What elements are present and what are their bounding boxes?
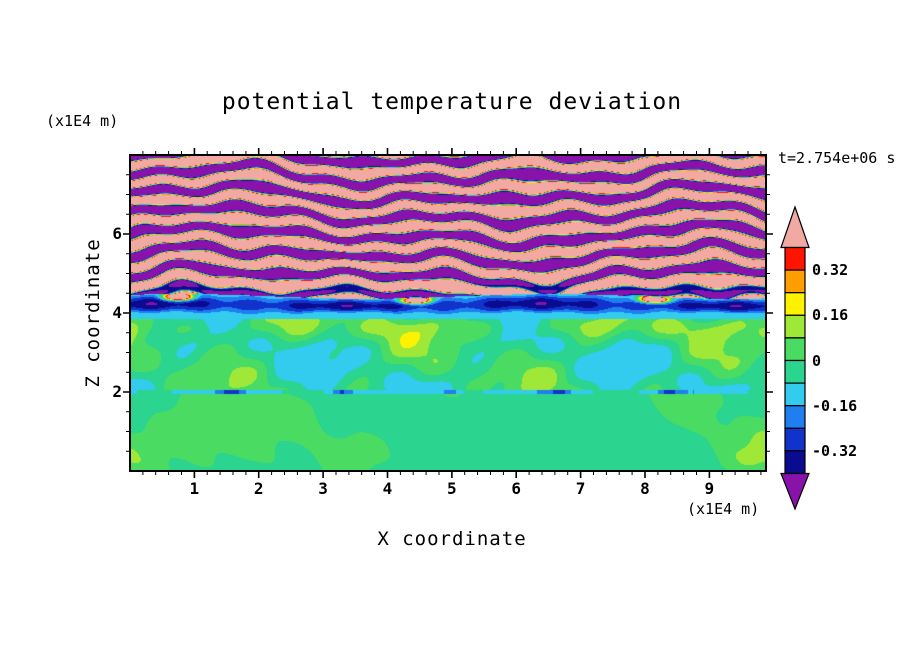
x-axis-unit-label: (x1E4 m) (687, 500, 760, 518)
x-tick-label: 6 (511, 479, 522, 498)
chart-title: potential temperature deviation (221, 89, 683, 115)
x-tick-label: 9 (704, 479, 715, 498)
colorbar-under-arrow (780, 472, 810, 511)
colorbar-tick-label: 0.32 (812, 261, 849, 280)
contour-field-plot (130, 155, 766, 471)
x-tick-label: 3 (318, 479, 328, 498)
x-axis-title: X coordinate (377, 528, 527, 550)
timestamp-label: t=2.754e+06 s (778, 149, 896, 167)
x-tick-label: 4 (382, 479, 393, 498)
colorbar-tick-label: -0.16 (812, 396, 858, 415)
plot-frame (129, 154, 767, 472)
minor-ticks (126, 151, 770, 475)
colorbar (780, 205, 810, 511)
z-tick-label: 4 (112, 303, 122, 322)
colorbar-tick-label: 0.16 (812, 306, 849, 325)
colorbar-tick-label: 0 (812, 351, 822, 370)
x-tick-label: 7 (575, 479, 586, 498)
x-tick-label: 2 (253, 479, 264, 498)
z-tick-label: 2 (112, 382, 122, 401)
x-tick-label: 5 (447, 479, 457, 498)
z-tick-label: 6 (112, 224, 122, 243)
colorbar-tick-label: -0.32 (812, 441, 858, 460)
major-ticks (123, 148, 773, 478)
z-axis-unit-label: (x1E4 m) (46, 112, 119, 130)
x-tick-label: 1 (189, 479, 200, 498)
x-tick-label: 8 (640, 479, 650, 498)
